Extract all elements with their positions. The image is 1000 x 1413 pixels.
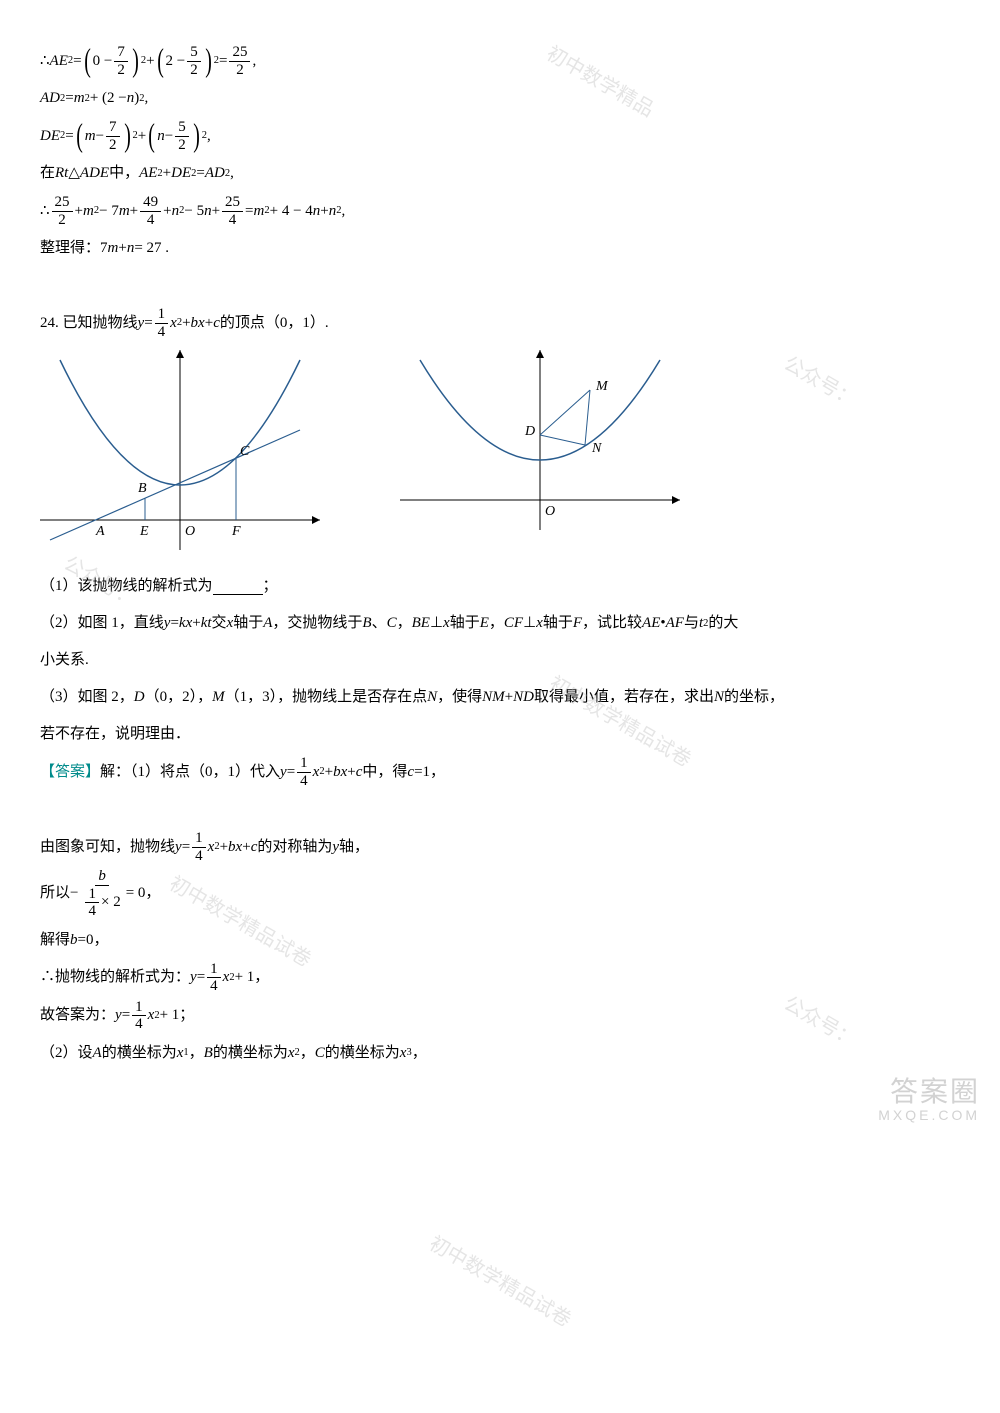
- part-3: （3）如图 2，D（0，2），M（1，3），抛物线上是否存在点 N，使得 NM+…: [40, 681, 960, 714]
- svg-text:A: A: [95, 524, 105, 539]
- eq-de2: DE2 = (m − 72 )2 + (n − 52 )2 ,: [40, 119, 960, 153]
- blank-fill: [213, 579, 263, 595]
- figures-row: A B C E O F M D N O: [40, 350, 960, 550]
- eq-ae2: ∴ AE2 = (0 − 72 )2 + (2 − 52 )2 = 252 ,: [40, 44, 960, 78]
- figure-1: A B C E O F: [40, 350, 320, 550]
- svg-text:F: F: [231, 524, 241, 539]
- svg-text:D: D: [524, 424, 535, 439]
- part-2: （2）如图 1，直线 y = kx + kt 交 x 轴于 A，交抛物线于 B、…: [40, 607, 960, 640]
- svg-text:N: N: [591, 441, 602, 456]
- answer-1: 【答案】 解：（1）将点（0，1）代入 y = 14 x2 + bx + c 中…: [40, 755, 960, 789]
- svg-text:B: B: [138, 481, 147, 496]
- eq-rt-triangle: 在 Rt△ADE 中， AE2 + DE2 = AD2 ,: [40, 157, 960, 190]
- svg-text:M: M: [595, 379, 609, 394]
- eq-ad2: AD2 = m2 + (2 − n)2 ,: [40, 82, 960, 115]
- part-2b: 小关系.: [40, 644, 960, 677]
- corner-logo: 答案圈 MXQE.COM: [878, 1077, 980, 1123]
- watermark: 初中数学精品试卷: [420, 1223, 581, 1341]
- answer-5: ∴抛物线的解析式为：y = 14 x2 + 1，: [40, 961, 960, 995]
- svg-text:C: C: [240, 444, 250, 459]
- part-3b: 若不存在，说明理由．: [40, 718, 960, 751]
- answer-3: 所以 − b 14 × 2 = 0，: [40, 868, 960, 920]
- answer-4: 解得 b=0，: [40, 924, 960, 957]
- question-24: 24. 已知抛物线 y = 14 x2 + bx + c 的顶点（0，1）.: [40, 306, 960, 340]
- svg-text:O: O: [545, 504, 555, 519]
- answer-2: 由图象可知，抛物线 y = 14 x2 + bx + c 的对称轴为 y 轴，: [40, 830, 960, 864]
- answer-7: （2）设 A 的横坐标为 x1，B 的横坐标为 x2，C 的横坐标为 x3，: [40, 1037, 960, 1070]
- eq-expanded: ∴ 252 + m2 − 7m + 494 + n2 − 5n + 254 = …: [40, 194, 960, 228]
- svg-text:E: E: [139, 524, 149, 539]
- part-1: （1）该抛物线的解析式为；: [40, 570, 960, 603]
- svg-text:O: O: [185, 524, 195, 539]
- answer-6: 故答案为：y = 14 x2 + 1；: [40, 999, 960, 1033]
- eq-simplified: 整理得：7m + n = 27 .: [40, 232, 960, 265]
- figure-2: M D N O: [380, 350, 680, 550]
